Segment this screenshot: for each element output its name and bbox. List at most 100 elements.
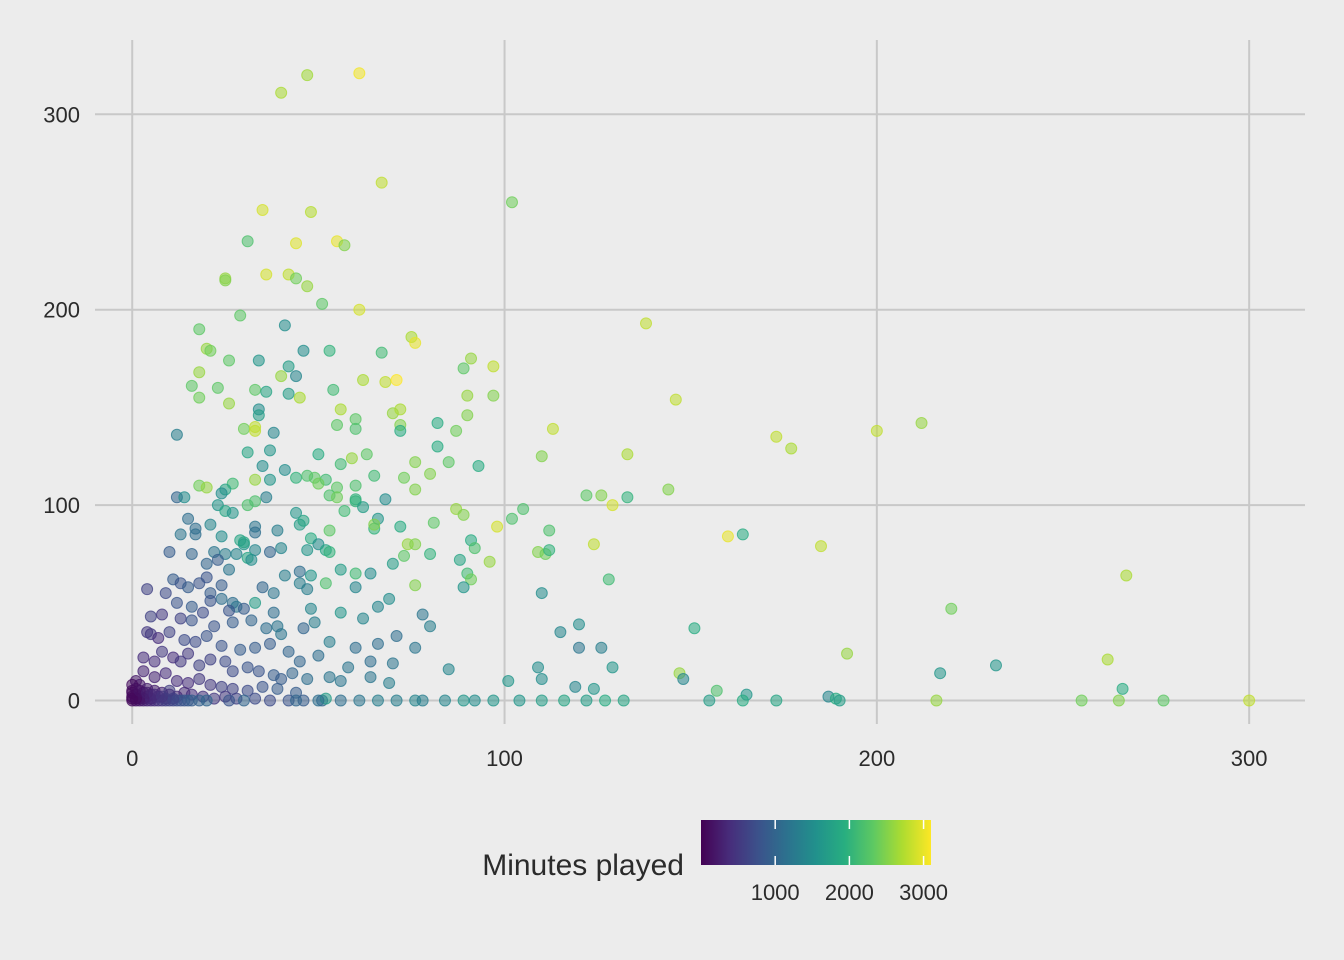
- scatter-point: [416, 608, 429, 621]
- scatter-point: [208, 620, 221, 633]
- scatter-point: [156, 608, 169, 621]
- scatter-point: [513, 694, 526, 707]
- scatter-point: [282, 360, 295, 373]
- scatter-point: [621, 448, 634, 461]
- scatter-point: [226, 616, 239, 629]
- scatter-point: [278, 319, 291, 332]
- scatter-point: [230, 547, 243, 560]
- scatter-point: [189, 635, 202, 648]
- scatter-point: [137, 665, 150, 678]
- scatter-point: [293, 655, 306, 668]
- legend-tick-label: 2000: [825, 880, 874, 905]
- scatter-point: [301, 673, 314, 686]
- scatter-point: [468, 542, 481, 555]
- scatter-point: [736, 694, 749, 707]
- scatter-point: [465, 352, 478, 365]
- scatter-point: [770, 430, 783, 443]
- scatter-point: [237, 422, 250, 435]
- scatter-point: [360, 448, 373, 461]
- scatter-point: [200, 557, 213, 570]
- scatter-point: [256, 204, 269, 217]
- scatter-point: [159, 587, 172, 600]
- scatter-point: [606, 661, 619, 674]
- scatter-point: [223, 694, 236, 707]
- scatter-point: [193, 366, 206, 379]
- scatter-point: [427, 516, 440, 529]
- scatter-point: [1243, 694, 1256, 707]
- scatter-point: [185, 614, 198, 627]
- scatter-point: [1112, 694, 1125, 707]
- scatter-point: [870, 424, 883, 437]
- scatter-point: [431, 440, 444, 453]
- scatter-point: [301, 69, 314, 82]
- scatter-point: [431, 417, 444, 430]
- scatter-point: [260, 491, 273, 504]
- scatter-point: [554, 626, 567, 639]
- scatter-point: [304, 205, 317, 218]
- scatter-point: [174, 528, 187, 541]
- scatter-point: [457, 694, 470, 707]
- scatter-point: [312, 694, 325, 707]
- scatter-point: [662, 483, 675, 496]
- scatter-point: [595, 489, 608, 502]
- scatter-point: [260, 268, 273, 281]
- scatter-point: [170, 428, 183, 441]
- y-axis-tick-labels: 0 100 200 300: [43, 102, 80, 713]
- scatter-point: [182, 647, 195, 660]
- scatter-point: [282, 645, 295, 658]
- data-points: [126, 67, 1256, 707]
- scatter-point: [275, 86, 288, 99]
- scatter-point: [461, 409, 474, 422]
- scatter-point: [144, 610, 157, 623]
- scatter-point: [159, 667, 172, 680]
- scatter-point: [290, 370, 303, 383]
- scatter-point: [349, 479, 362, 492]
- scatter-point: [505, 512, 518, 525]
- scatter-point: [390, 694, 403, 707]
- scatter-point: [1101, 653, 1114, 666]
- scatter-point: [703, 694, 716, 707]
- scatter-point: [409, 336, 422, 349]
- scatter-point: [438, 694, 451, 707]
- scatter-point: [245, 614, 258, 627]
- scatter-point: [573, 618, 585, 631]
- x-tick-label: 0: [126, 746, 138, 771]
- scatter-point: [1116, 682, 1129, 695]
- scatter-point: [275, 370, 288, 383]
- scatter-point: [185, 547, 198, 560]
- scatter-point: [234, 309, 247, 322]
- legend-tick-label: 1000: [751, 880, 800, 905]
- scatter-point: [178, 633, 191, 646]
- scatter-point: [424, 620, 437, 633]
- scatter-point: [338, 239, 351, 252]
- scatter-point: [312, 477, 325, 490]
- scatter-point: [535, 694, 548, 707]
- scatter-point: [487, 694, 500, 707]
- scatter-point: [502, 675, 515, 688]
- scatter-point: [640, 317, 653, 330]
- scatter-point: [293, 391, 306, 404]
- scatter-point: [461, 389, 474, 402]
- scatter-point: [398, 549, 411, 562]
- scatter-point: [368, 469, 381, 482]
- scatter-point: [386, 557, 399, 570]
- scatter-point: [241, 499, 254, 512]
- scatter-point: [364, 567, 377, 580]
- scatter-point: [409, 456, 422, 469]
- scatter-point: [450, 424, 463, 437]
- scatter-point: [193, 673, 206, 686]
- scatter-point: [226, 665, 239, 678]
- scatter-point: [301, 583, 314, 596]
- scatter-point: [371, 637, 384, 650]
- scatter-point: [223, 563, 236, 576]
- scatter-point: [535, 450, 548, 463]
- legend-title: Minutes played: [482, 849, 684, 882]
- scatter-point: [457, 508, 470, 521]
- scatter-point: [457, 581, 470, 594]
- scatter-point: [178, 491, 191, 504]
- scatter-point: [323, 546, 336, 559]
- scatter-point: [587, 538, 600, 551]
- scatter-point: [368, 518, 381, 531]
- scatter-point: [245, 553, 258, 566]
- scatter-point: [316, 297, 329, 310]
